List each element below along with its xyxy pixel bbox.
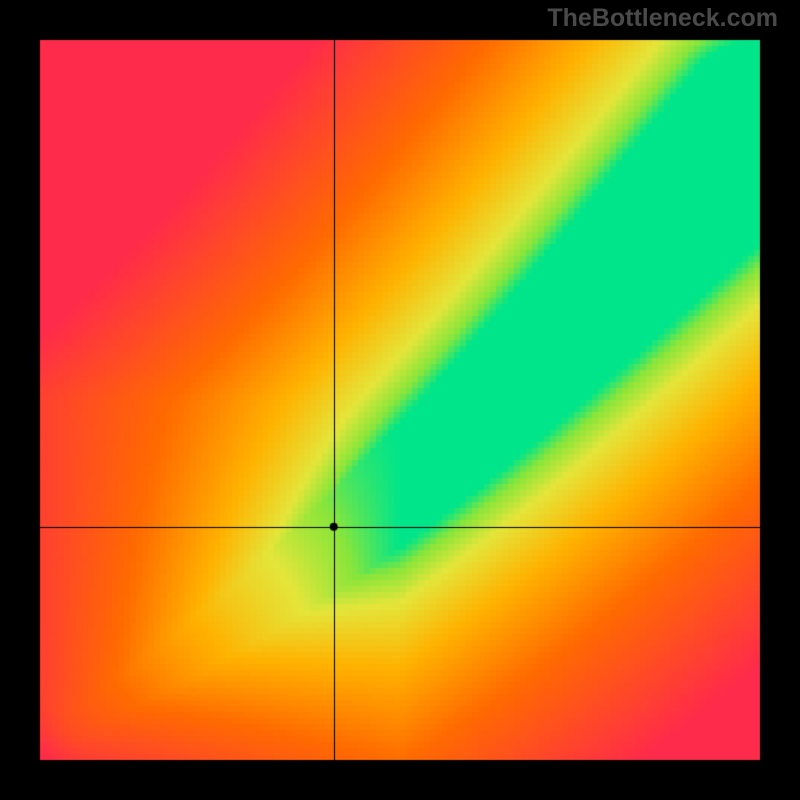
bottleneck-heatmap: [0, 0, 800, 800]
watermark-text: TheBottleneck.com: [547, 4, 778, 33]
chart-container: TheBottleneck.com: [0, 0, 800, 800]
